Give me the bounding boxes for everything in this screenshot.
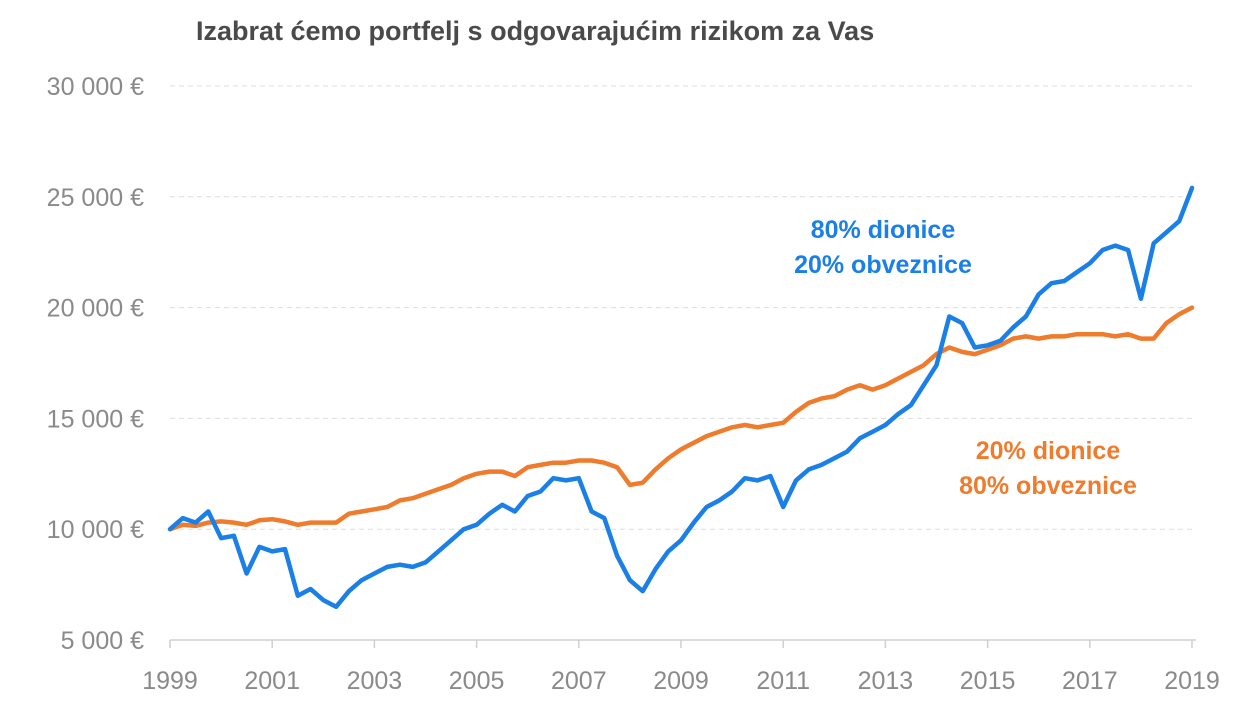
x-axis-ticks: 1999 2001 2003 2005 2007 2009 2011 2013 2015 2017… bbox=[142, 640, 1220, 695]
series-line-aggressive bbox=[167, 185, 1195, 610]
series-label-aggressive: 20% obveznice bbox=[794, 251, 972, 279]
x-tick-label: 2003 bbox=[347, 667, 403, 695]
y-tick-label: 5 000 € bbox=[61, 627, 145, 655]
series-label-conservative: 80% obveznice bbox=[959, 472, 1137, 500]
series-label-aggressive: 80% dionice bbox=[811, 216, 956, 244]
y-tick-label: 30 000 € bbox=[47, 73, 144, 101]
x-tick-label: 2013 bbox=[858, 667, 914, 695]
gridlines bbox=[170, 85, 1196, 530]
x-tick-label: 2019 bbox=[1164, 667, 1220, 695]
x-tick-label: 1999 bbox=[142, 667, 198, 695]
y-tick-label: 15 000 € bbox=[47, 405, 144, 433]
y-axis-ticks: 5 000 € 10 000 € 15 000 € 20 000 € 25 000 € 3… bbox=[47, 73, 144, 655]
series-labels: 80% dionice 20% obveznice 20% dionice 80% o… bbox=[794, 216, 1137, 500]
x-tick-label: 2017 bbox=[1062, 667, 1118, 695]
series-line-conservative bbox=[167, 305, 1195, 532]
series-lines bbox=[167, 185, 1195, 610]
x-tick-label: 2007 bbox=[551, 667, 607, 695]
x-tick-label: 2011 bbox=[756, 667, 810, 695]
chart-title: Izabrat ćemo portfelj s odgovarajućim ri… bbox=[196, 16, 875, 46]
series-label-conservative: 20% dionice bbox=[976, 437, 1121, 465]
y-tick-label: 25 000 € bbox=[47, 184, 144, 212]
x-tick-label: 2015 bbox=[960, 667, 1016, 695]
y-tick-label: 10 000 € bbox=[47, 516, 144, 544]
x-tick-label: 2001 bbox=[244, 667, 300, 695]
x-tick-label: 2005 bbox=[449, 667, 505, 695]
x-tick-label: 2009 bbox=[653, 667, 709, 695]
y-tick-label: 20 000 € bbox=[47, 295, 144, 323]
